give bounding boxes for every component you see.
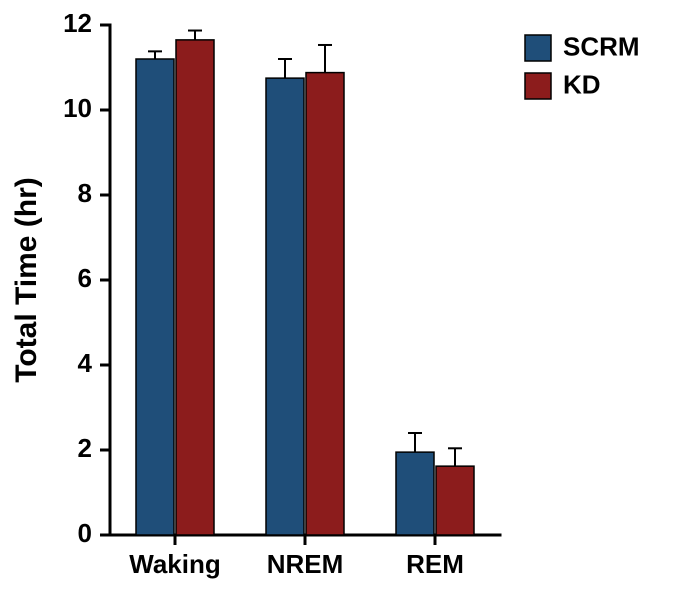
chart-container: 0 2 4 6 8 10 12 Total Time (hr) Waking NREM REM SCR… <box>0 0 700 604</box>
bar-waking-scrm <box>136 59 174 535</box>
bar-rem-scrm <box>396 452 434 535</box>
legend-swatch-kd <box>525 73 551 99</box>
x-category-label: Waking <box>129 549 220 579</box>
y-tick-label: 2 <box>78 433 92 463</box>
bar-rem-kd <box>436 466 474 535</box>
y-tick-label: 0 <box>78 518 92 548</box>
legend-label-scrm: SCRM <box>563 31 640 61</box>
x-category-label: NREM <box>267 549 344 579</box>
y-tick-label: 10 <box>63 93 92 123</box>
legend-label-kd: KD <box>563 69 601 99</box>
legend-swatch-scrm <box>525 35 551 61</box>
y-axis-label: Total Time (hr) <box>10 177 43 383</box>
y-tick-label: 6 <box>78 263 92 293</box>
y-tick-label: 4 <box>78 348 93 378</box>
bar-nrem-kd <box>306 73 344 535</box>
x-category-label: REM <box>406 549 464 579</box>
bar-chart: 0 2 4 6 8 10 12 Total Time (hr) Waking NREM REM SCR… <box>0 0 700 604</box>
bar-nrem-scrm <box>266 78 304 535</box>
y-tick-label: 8 <box>78 178 92 208</box>
bar-waking-kd <box>176 40 214 535</box>
y-tick-label: 12 <box>63 8 92 38</box>
